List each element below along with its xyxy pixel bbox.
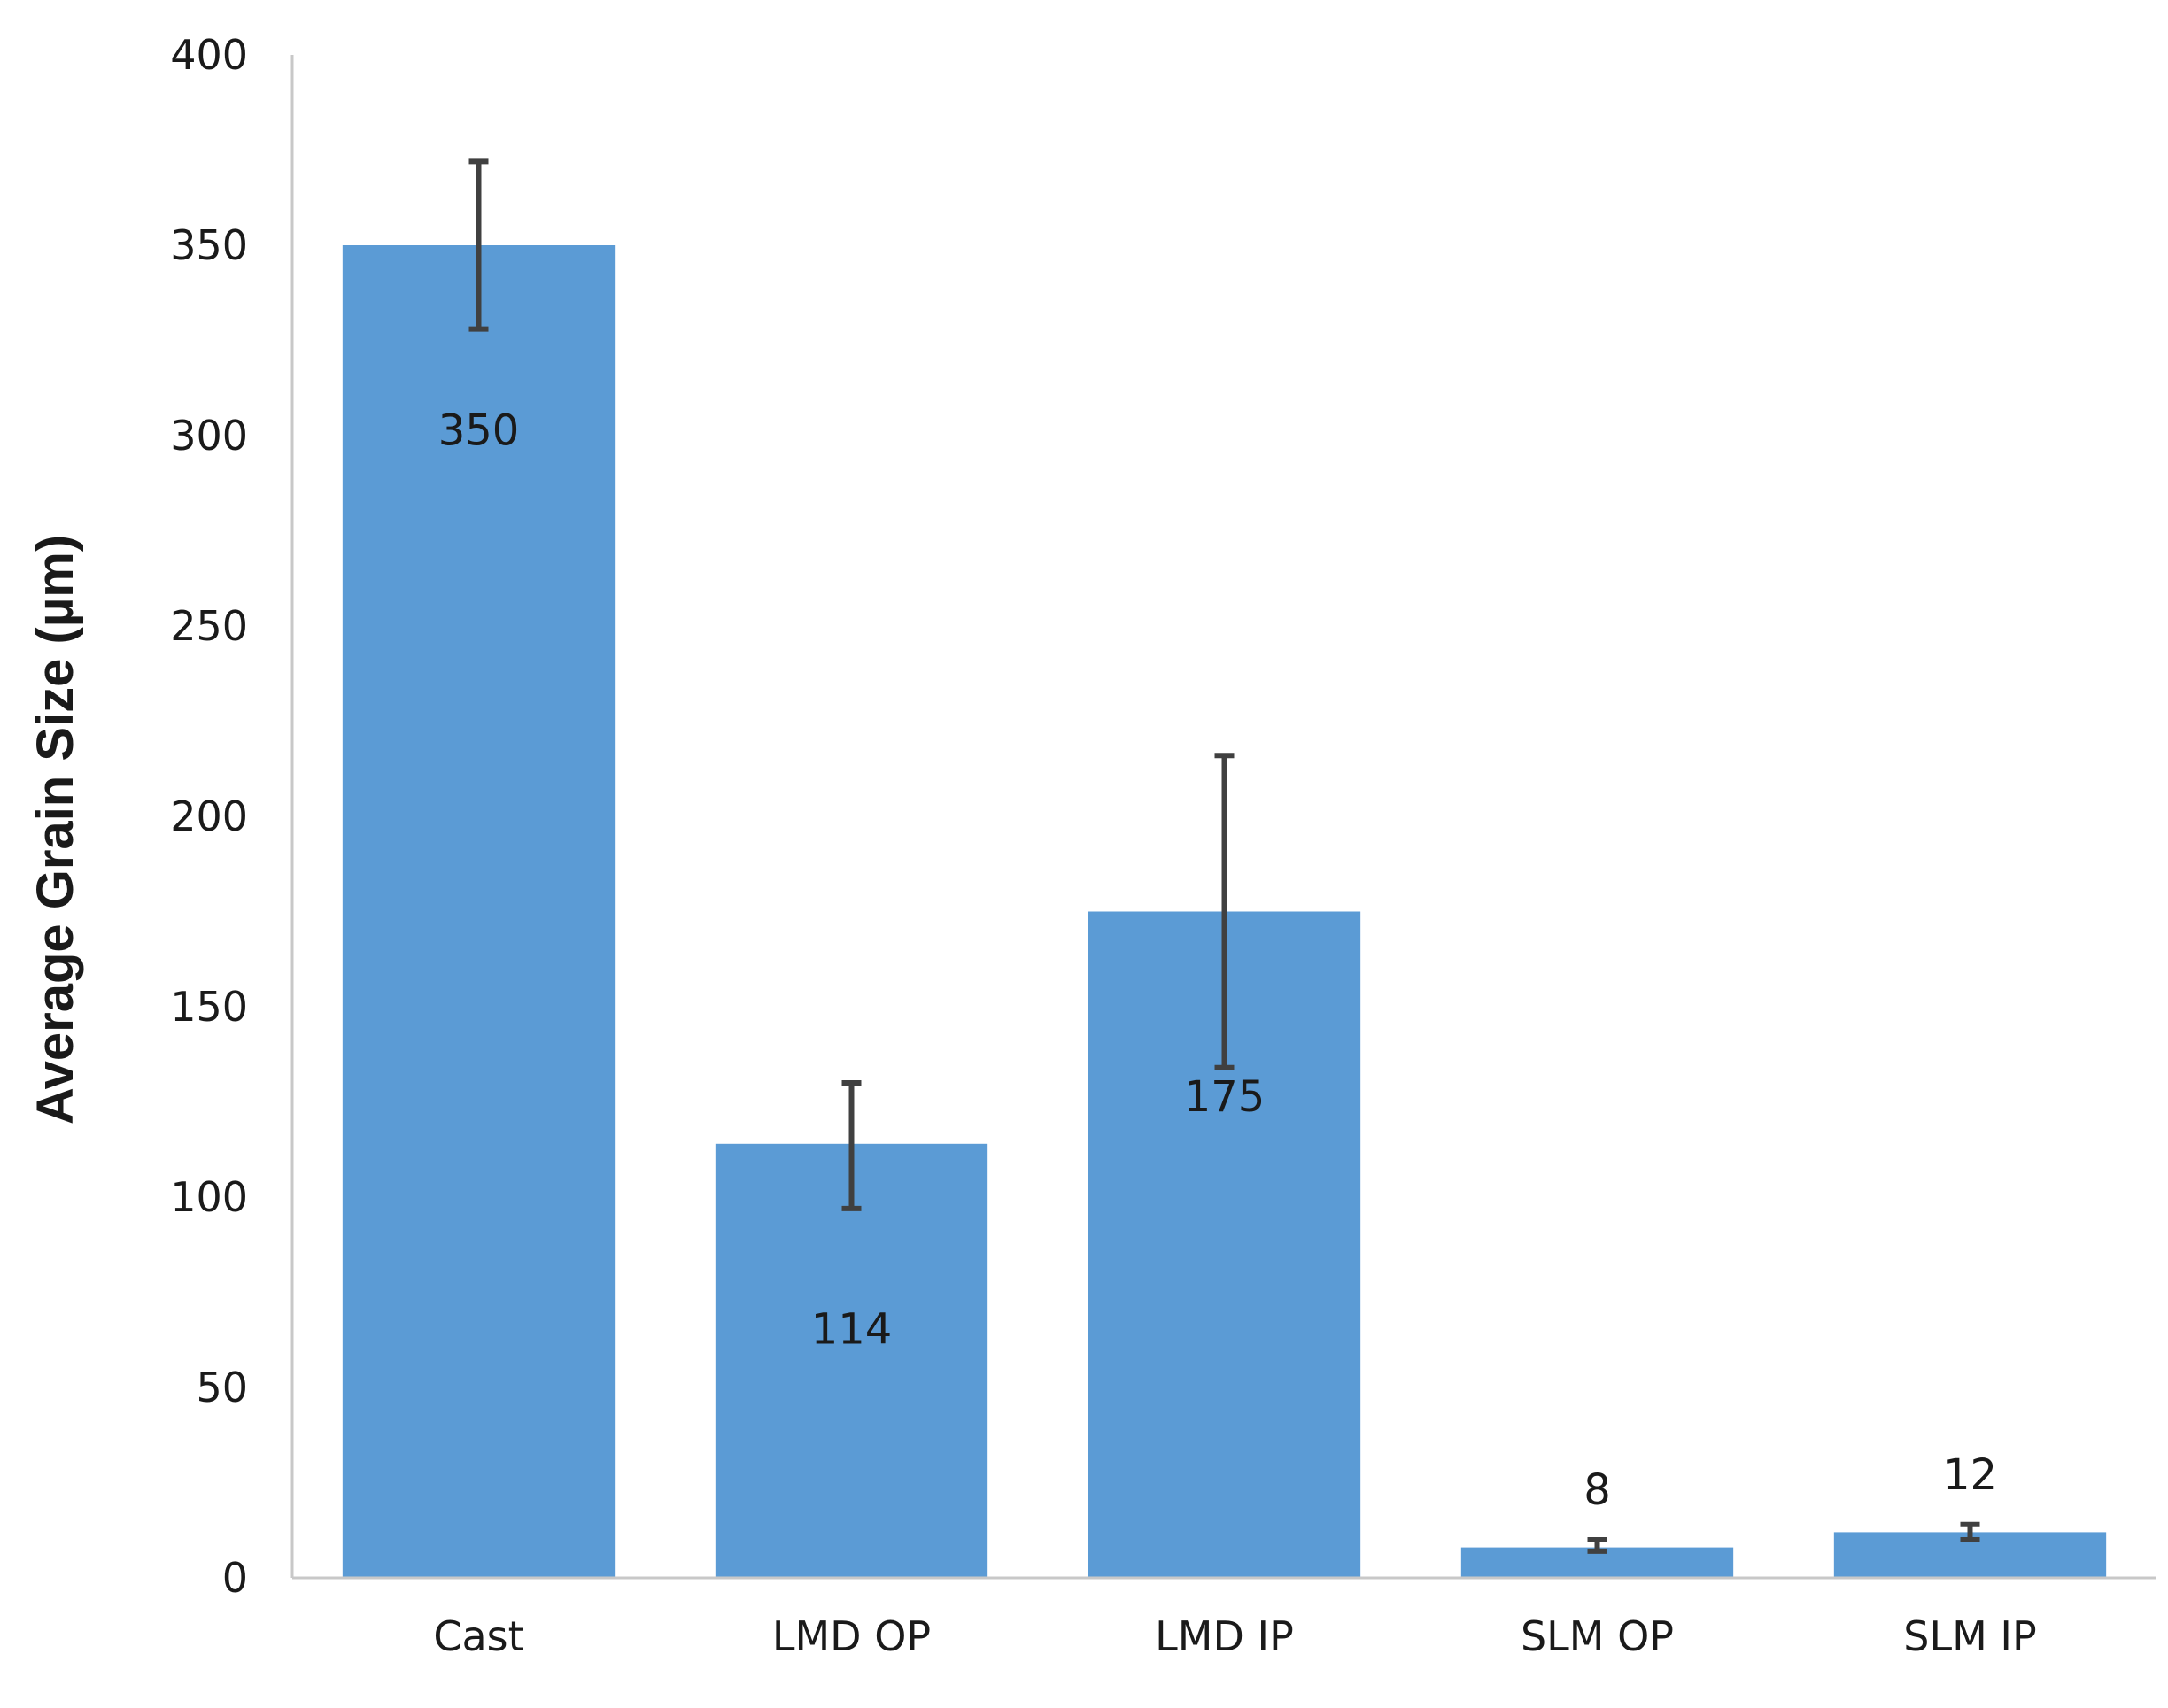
bar: [342, 245, 616, 1578]
y-axis-title: Average Grain Size (µm): [27, 535, 84, 1124]
y-tick-label: 200: [170, 792, 248, 840]
y-tick-label: 150: [170, 983, 248, 1031]
data-label: 8: [1583, 1465, 1611, 1515]
y-tick-label: 300: [170, 412, 248, 460]
data-labels-group: 350 114 175 8 12: [438, 406, 1997, 1515]
x-category-label: Cast: [433, 1612, 523, 1660]
x-category-label: LMD IP: [1155, 1612, 1294, 1660]
bar: [715, 1143, 988, 1578]
y-tick-label: 50: [196, 1364, 248, 1411]
y-tick-label: 0: [222, 1554, 248, 1602]
x-category-label: LMD OP: [772, 1612, 931, 1660]
data-label: 350: [438, 406, 520, 456]
x-category-label: SLM IP: [1903, 1612, 2036, 1660]
y-tick-label: 400: [170, 31, 248, 79]
data-label: 12: [1943, 1450, 1997, 1500]
x-category-label: SLM OP: [1521, 1612, 1674, 1660]
data-label: 114: [811, 1305, 893, 1355]
y-axis-ticks: 0 50 100 150 200 250 300 350 400: [170, 31, 248, 1602]
x-axis-category-labels: Cast LMD OP LMD IP SLM OP SLM IP: [433, 1612, 2036, 1660]
data-label: 175: [1184, 1072, 1266, 1122]
y-tick-label: 350: [170, 221, 248, 269]
y-tick-label: 100: [170, 1173, 248, 1221]
y-tick-label: 250: [170, 602, 248, 650]
bars-group: [342, 245, 2107, 1578]
error-bars-group: [468, 158, 1980, 1554]
